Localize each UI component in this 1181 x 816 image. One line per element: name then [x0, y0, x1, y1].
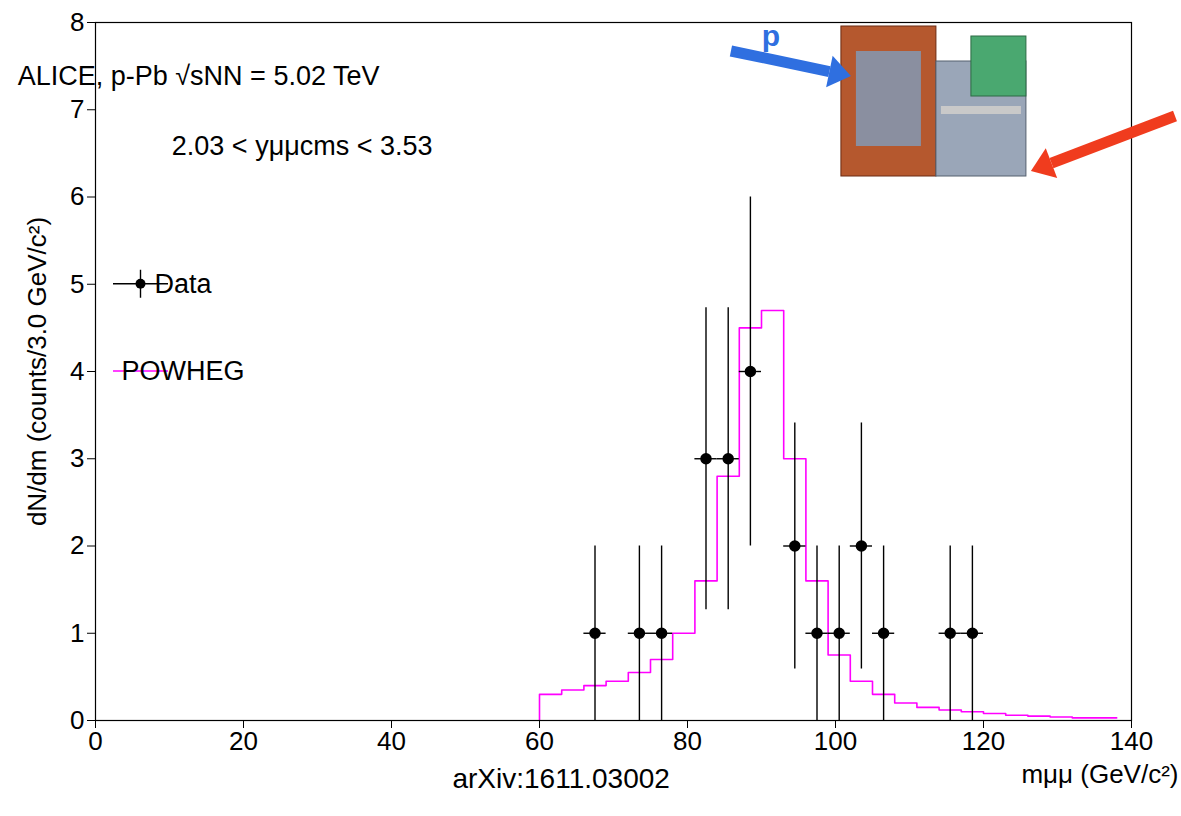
svg-text:80: 80	[673, 726, 702, 756]
svg-text:4: 4	[70, 356, 84, 386]
svg-text:dN/dm (counts/3.0 GeV/c²): dN/dm (counts/3.0 GeV/c²)	[22, 217, 52, 526]
svg-text:100: 100	[814, 726, 857, 756]
svg-text:2.03 < yμμcms < 3.53: 2.03 < yμμcms < 3.53	[172, 131, 433, 161]
svg-text:140: 140	[1110, 726, 1153, 756]
svg-text:6: 6	[70, 181, 84, 211]
svg-text:1: 1	[70, 618, 84, 648]
svg-text:7: 7	[70, 94, 84, 124]
svg-text:0: 0	[70, 705, 84, 735]
svg-text:60: 60	[525, 726, 554, 756]
svg-text:3: 3	[70, 443, 84, 473]
svg-text:POWHEG: POWHEG	[121, 356, 244, 386]
svg-text:8: 8	[70, 7, 84, 37]
svg-text:p: p	[762, 19, 780, 52]
svg-text:Data: Data	[154, 269, 212, 299]
svg-text:2: 2	[70, 530, 84, 560]
svg-text:120: 120	[962, 726, 1005, 756]
svg-text:20: 20	[229, 726, 258, 756]
svg-text:40: 40	[377, 726, 406, 756]
svg-text:0: 0	[88, 726, 102, 756]
svg-text:arXiv:1611.03002: arXiv:1611.03002	[452, 763, 669, 794]
svg-text:ALICE, p-Pb √sNN = 5.02 TeV: ALICE, p-Pb √sNN = 5.02 TeV	[18, 61, 380, 91]
svg-text:mμμ (GeV/c²): mμμ (GeV/c²)	[1021, 759, 1178, 789]
svg-text:5: 5	[70, 269, 84, 299]
